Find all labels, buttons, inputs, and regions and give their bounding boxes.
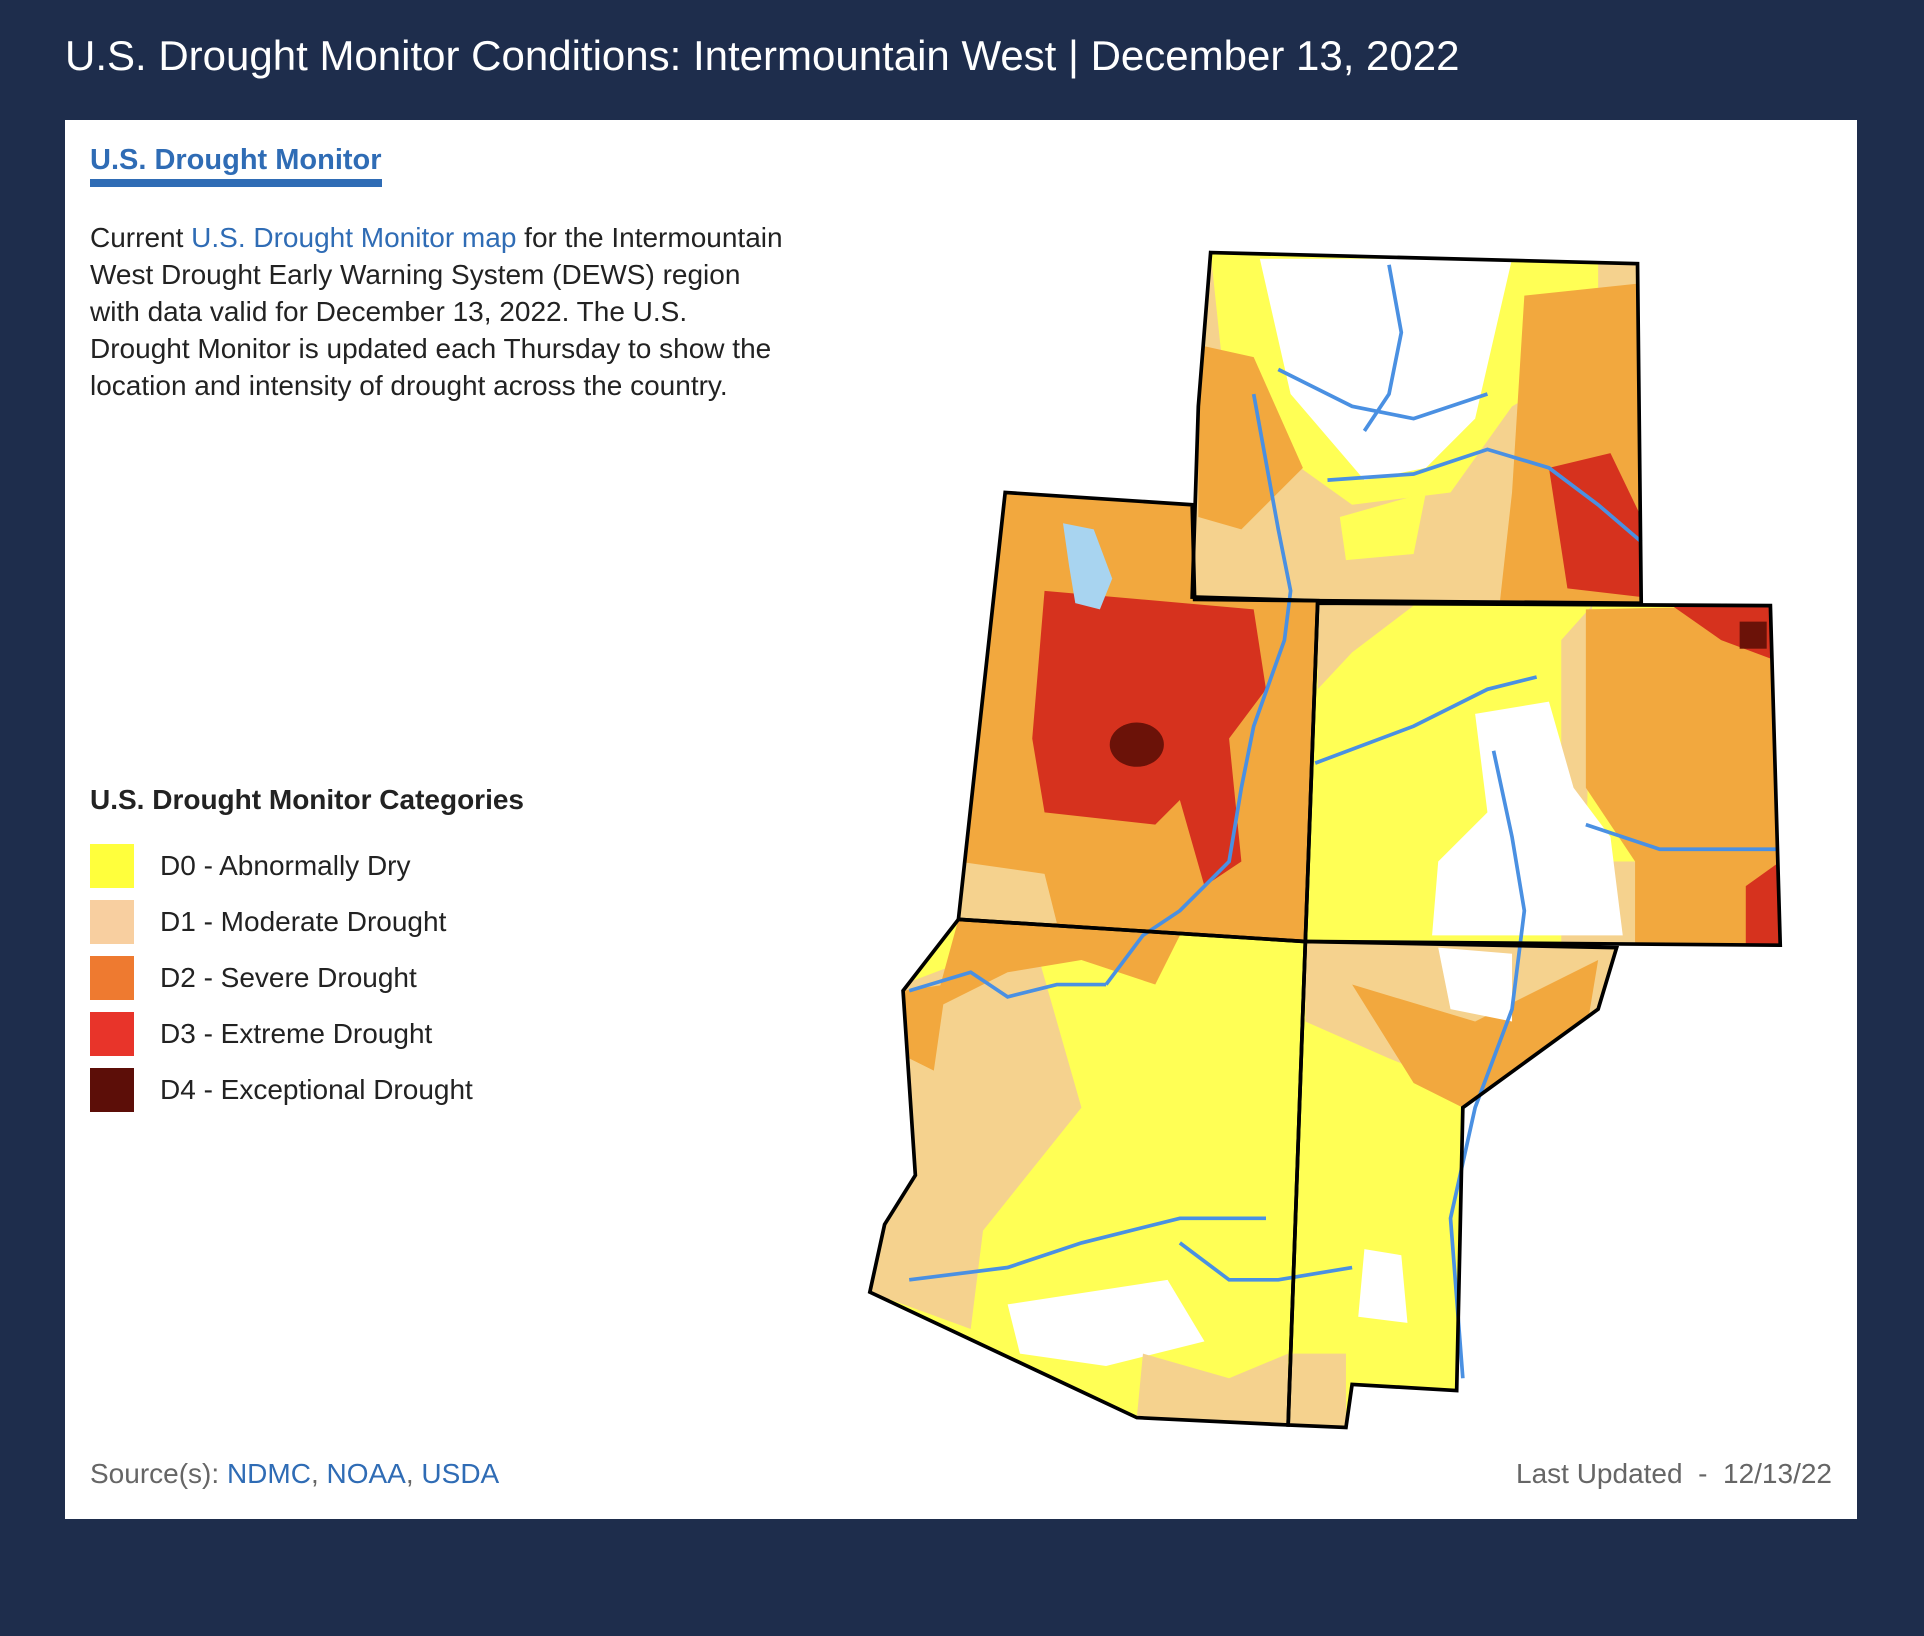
source-link-ndmc[interactable]: NDMC [226, 1458, 311, 1489]
river [1178, 1241, 1353, 1282]
state-arizona [869, 919, 1306, 1425]
legend-label: D0 - Abnormally Dry [160, 850, 411, 881]
drought-monitor-heading-link[interactable]: U.S. Drought Monitor [90, 144, 382, 187]
river [908, 970, 1107, 999]
source-link-usda[interactable]: USDA [421, 1458, 500, 1489]
legend-swatch [90, 1012, 134, 1056]
page-title: U.S. Drought Monitor Conditions: Intermo… [65, 32, 1460, 79]
description-suffix: for the Intermountain West Drought Early… [90, 222, 783, 401]
legend-label: D2 - Severe Drought [160, 962, 417, 993]
legend-item-d1: D1 - Moderate Drought [90, 894, 473, 950]
sources-label: Source(s): [90, 1458, 227, 1489]
state-new-mexico [1288, 941, 1617, 1428]
state-borders [867, 250, 1783, 1430]
legend-item-d0: D0 - Abnormally Dry [90, 838, 473, 894]
legend: D0 - Abnormally Dry D1 - Moderate Drough… [90, 838, 473, 1118]
border-new-mexico [1286, 939, 1620, 1430]
river [1585, 822, 1777, 852]
last-updated: Last Updated - 12/13/22 [1516, 1458, 1832, 1489]
legend-swatch [90, 1068, 134, 1112]
river [908, 1216, 1266, 1282]
legend-item-d2: D2 - Severe Drought [90, 950, 473, 1006]
legend-item-d3: D3 - Extreme Drought [90, 1006, 473, 1062]
legend-swatch [90, 900, 134, 944]
river [1104, 393, 1293, 986]
legend-swatch [90, 844, 134, 888]
legend-item-d4: D4 - Exceptional Drought [90, 1062, 473, 1118]
drought-map [867, 250, 1783, 1430]
legend-label: D3 - Extreme Drought [160, 1018, 433, 1049]
legend-swatch [90, 956, 134, 1000]
river [1327, 447, 1643, 544]
description-prefix: Current [90, 222, 192, 253]
legend-label: D1 - Moderate Drought [160, 906, 447, 937]
state-wyoming [1192, 252, 1642, 604]
legend-label: D4 - Exceptional Drought [160, 1074, 473, 1105]
state-colorado [1305, 603, 1781, 946]
sources: Source(s): NDMC, NOAA, USDA [90, 1458, 500, 1489]
source-link-noaa[interactable]: NOAA [326, 1458, 406, 1489]
description: Current U.S. Drought Monitor map for the… [90, 219, 790, 404]
river [1314, 675, 1538, 765]
river [1448, 750, 1527, 1379]
legend-title: U.S. Drought Monitor Categories [90, 784, 524, 815]
drought-monitor-card: U.S. Drought Monitor Current U.S. Drough… [65, 120, 1857, 1519]
river [1277, 367, 1489, 421]
drought-monitor-map-link[interactable]: U.S. Drought Monitor map [191, 222, 517, 253]
border-colorado [1303, 601, 1783, 948]
rivers [908, 264, 1777, 1379]
